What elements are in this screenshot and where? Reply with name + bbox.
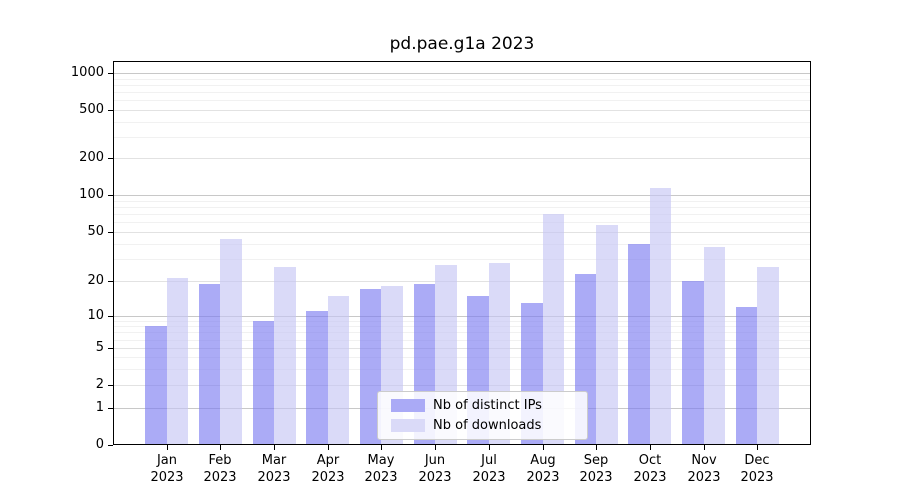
y-tick-label-50: 50 — [87, 224, 104, 239]
gridline-5 — [113, 348, 811, 349]
x-tick-label-jul: Jul 2023 — [472, 453, 506, 485]
legend-entry-distinct-ips: Nb of distinct IPs — [391, 398, 577, 413]
y-tick-label-10: 10 — [87, 308, 104, 323]
bar-downloads-aug — [542, 214, 565, 445]
x-tick-mark-may — [381, 445, 382, 450]
gridline-2 — [113, 385, 811, 386]
bar-distinct-ips-jan — [145, 326, 167, 445]
gridline-50 — [113, 232, 811, 233]
gridline-3 — [113, 369, 811, 370]
legend-entry-downloads: Nb of downloads — [391, 418, 577, 433]
legend-label-distinct-ips: Nb of distinct IPs — [433, 398, 542, 413]
gridline-400 — [113, 122, 811, 123]
bar-downloads-feb — [220, 238, 242, 445]
bar-distinct-ips-apr — [306, 311, 328, 445]
x-tick-mark-feb — [220, 445, 221, 450]
y-tick-mark-50 — [108, 232, 113, 233]
bar-downloads-nov — [703, 246, 726, 445]
bar-downloads-apr — [327, 295, 350, 445]
gridline-100 — [113, 195, 811, 196]
legend: Nb of distinct IPs Nb of downloads — [377, 391, 588, 440]
y-tick-mark-10 — [108, 316, 113, 317]
gridline-800 — [113, 85, 811, 86]
y-tick-mark-500 — [108, 110, 113, 111]
y-tick-mark-200 — [108, 158, 113, 159]
x-tick-label-nov: Nov 2023 — [687, 453, 721, 485]
x-tick-label-apr: Apr 2023 — [311, 453, 345, 485]
y-tick-label-0: 0 — [95, 437, 104, 452]
x-tick-mark-aug — [543, 445, 544, 450]
y-tick-mark-2 — [108, 385, 113, 386]
gridline-600 — [113, 100, 811, 101]
y-tick-mark-1 — [108, 408, 113, 409]
x-tick-mark-jan — [167, 445, 168, 450]
x-tick-label-jan: Jan 2023 — [150, 453, 184, 485]
y-tick-label-5: 5 — [95, 340, 104, 355]
y-tick-label-100: 100 — [79, 187, 104, 202]
y-tick-label-500: 500 — [79, 102, 104, 117]
bar-distinct-ips-oct — [628, 243, 650, 445]
y-tick-mark-100 — [108, 195, 113, 196]
legend-label-downloads: Nb of downloads — [433, 418, 542, 433]
bar-downloads-sep — [596, 225, 618, 445]
y-tick-label-2: 2 — [95, 377, 104, 392]
chart-title: pd.pae.g1a 2023 — [389, 34, 535, 54]
bar-downloads-dec — [757, 266, 779, 445]
y-tick-label-200: 200 — [79, 150, 104, 165]
bar-distinct-ips-dec — [735, 306, 758, 445]
gridline-700 — [113, 92, 811, 93]
gridline-8 — [113, 326, 811, 327]
y-tick-mark-0 — [108, 445, 113, 446]
x-tick-mark-oct — [650, 445, 651, 450]
y-tick-mark-20 — [108, 281, 113, 282]
y-tick-mark-5 — [108, 348, 113, 349]
y-tick-mark-1000 — [108, 73, 113, 74]
x-tick-label-feb: Feb 2023 — [203, 453, 237, 485]
gridline-70 — [113, 214, 811, 215]
bar-distinct-ips-may — [359, 289, 382, 445]
gridline-900 — [113, 79, 811, 80]
gridline-30 — [113, 259, 811, 260]
legend-swatch-downloads — [391, 419, 425, 432]
bar-distinct-ips-feb — [198, 283, 221, 445]
gridline-60 — [113, 222, 811, 223]
x-tick-mark-jul — [489, 445, 490, 450]
x-tick-label-jun: Jun 2023 — [418, 453, 452, 485]
x-tick-label-dec: Dec 2023 — [740, 453, 774, 485]
bar-downloads-jan — [166, 278, 189, 445]
gridline-6 — [113, 340, 811, 341]
x-tick-label-aug: Aug 2023 — [526, 453, 560, 485]
y-tick-label-20: 20 — [87, 273, 104, 288]
x-tick-mark-jun — [435, 445, 436, 450]
gridline-4 — [113, 357, 811, 358]
x-tick-mark-mar — [274, 445, 275, 450]
bar-distinct-ips-mar — [252, 320, 275, 445]
gridline-1000 — [113, 73, 811, 74]
gridline-40 — [113, 244, 811, 245]
x-tick-mark-dec — [757, 445, 758, 450]
x-tick-label-oct: Oct 2023 — [633, 453, 667, 485]
gridline-200 — [113, 158, 811, 159]
bar-distinct-ips-nov — [682, 281, 704, 445]
gridline-300 — [113, 137, 811, 138]
x-tick-mark-apr — [328, 445, 329, 450]
bar-downloads-oct — [649, 188, 672, 445]
gridline-500 — [113, 110, 811, 111]
x-tick-label-sep: Sep 2023 — [579, 453, 613, 485]
x-tick-mark-nov — [704, 445, 705, 450]
gridline-7 — [113, 332, 811, 333]
gridline-20 — [113, 281, 811, 282]
gridline-10 — [113, 316, 811, 317]
y-tick-label-1: 1 — [95, 400, 104, 415]
x-tick-label-may: May 2023 — [364, 453, 398, 485]
gridline-9 — [113, 321, 811, 322]
legend-swatch-distinct-ips — [391, 399, 425, 412]
gridline-80 — [113, 207, 811, 208]
x-tick-label-mar: Mar 2023 — [257, 453, 291, 485]
y-tick-label-1000: 1000 — [70, 65, 104, 80]
gridline-90 — [113, 201, 811, 202]
x-tick-mark-sep — [596, 445, 597, 450]
bar-downloads-mar — [274, 266, 296, 445]
